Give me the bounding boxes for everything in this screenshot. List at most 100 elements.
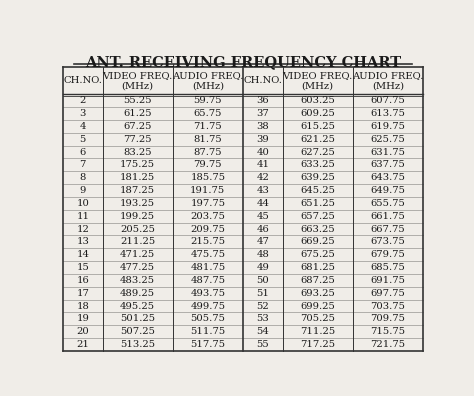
Text: 53: 53: [256, 314, 269, 324]
Text: 18: 18: [76, 301, 89, 310]
Text: 55.25: 55.25: [123, 96, 152, 105]
Text: 505.75: 505.75: [191, 314, 225, 324]
Text: 47: 47: [256, 237, 269, 246]
Text: 79.75: 79.75: [193, 160, 222, 169]
Text: 7: 7: [80, 160, 86, 169]
Text: 15: 15: [76, 263, 89, 272]
Text: 657.25: 657.25: [300, 212, 335, 221]
Text: 633.25: 633.25: [300, 160, 335, 169]
Text: 36: 36: [256, 96, 269, 105]
Text: 3: 3: [80, 109, 86, 118]
Text: 693.25: 693.25: [300, 289, 335, 298]
Text: 50: 50: [256, 276, 269, 285]
Text: 87.75: 87.75: [193, 148, 222, 156]
Text: 21: 21: [76, 340, 89, 349]
Text: 191.75: 191.75: [190, 186, 226, 195]
Text: 83.25: 83.25: [123, 148, 152, 156]
Text: 643.75: 643.75: [370, 173, 405, 182]
Text: 627.25: 627.25: [300, 148, 335, 156]
Text: 65.75: 65.75: [193, 109, 222, 118]
Text: 55: 55: [256, 340, 269, 349]
Text: 2: 2: [80, 96, 86, 105]
Text: 17: 17: [76, 289, 89, 298]
Text: 40: 40: [256, 148, 269, 156]
Text: 203.75: 203.75: [191, 212, 225, 221]
Text: 705.25: 705.25: [300, 314, 335, 324]
Text: 11: 11: [76, 212, 89, 221]
Text: 181.25: 181.25: [120, 173, 155, 182]
Text: 607.75: 607.75: [370, 96, 405, 105]
Text: 487.75: 487.75: [190, 276, 226, 285]
Text: 12: 12: [76, 225, 89, 234]
Text: 81.75: 81.75: [193, 135, 222, 144]
Text: 42: 42: [256, 173, 269, 182]
Text: 37: 37: [256, 109, 269, 118]
Text: 43: 43: [256, 186, 269, 195]
Text: CH.NO.: CH.NO.: [243, 76, 282, 85]
Text: 667.75: 667.75: [371, 225, 405, 234]
Text: 649.75: 649.75: [370, 186, 405, 195]
Text: 477.25: 477.25: [120, 263, 155, 272]
Text: 699.25: 699.25: [300, 301, 335, 310]
Text: 211.25: 211.25: [120, 237, 155, 246]
Text: 613.75: 613.75: [370, 109, 405, 118]
Text: 675.25: 675.25: [300, 250, 335, 259]
Text: 4: 4: [80, 122, 86, 131]
Text: 637.75: 637.75: [370, 160, 405, 169]
Text: 625.75: 625.75: [370, 135, 405, 144]
Text: 493.75: 493.75: [190, 289, 226, 298]
Text: 679.75: 679.75: [370, 250, 405, 259]
Text: 501.25: 501.25: [120, 314, 155, 324]
Text: 603.25: 603.25: [300, 96, 335, 105]
Text: 483.25: 483.25: [120, 276, 155, 285]
Text: 621.25: 621.25: [300, 135, 335, 144]
Text: 54: 54: [256, 327, 269, 336]
Text: 651.25: 651.25: [300, 199, 335, 208]
Text: ANT. RECEIVING FREQUENCY CHART: ANT. RECEIVING FREQUENCY CHART: [85, 55, 401, 69]
Text: 663.25: 663.25: [300, 225, 335, 234]
Text: 19: 19: [76, 314, 89, 324]
Text: 10: 10: [76, 199, 89, 208]
Text: 45: 45: [256, 212, 269, 221]
Text: 175.25: 175.25: [120, 160, 155, 169]
Text: 703.75: 703.75: [370, 301, 405, 310]
Text: 197.75: 197.75: [190, 199, 226, 208]
Text: 619.75: 619.75: [370, 122, 405, 131]
Text: 20: 20: [76, 327, 89, 336]
Text: 495.25: 495.25: [120, 301, 155, 310]
Text: 507.25: 507.25: [120, 327, 155, 336]
Text: 481.75: 481.75: [190, 263, 226, 272]
Text: 41: 41: [256, 160, 269, 169]
Text: 499.75: 499.75: [190, 301, 226, 310]
Text: VIDEO FREQ.
(MHz): VIDEO FREQ. (MHz): [283, 71, 353, 91]
Text: 49: 49: [256, 263, 269, 272]
Text: 14: 14: [76, 250, 89, 259]
Text: 475.75: 475.75: [190, 250, 226, 259]
Text: 489.25: 489.25: [120, 289, 155, 298]
Text: AUDIO FREQ.
(MHz): AUDIO FREQ. (MHz): [352, 71, 423, 91]
Text: 44: 44: [256, 199, 269, 208]
Text: 16: 16: [76, 276, 89, 285]
Text: 655.75: 655.75: [370, 199, 405, 208]
Text: AUDIO FREQ.
(MHz): AUDIO FREQ. (MHz): [172, 71, 244, 91]
Text: 673.75: 673.75: [370, 237, 405, 246]
Text: 38: 38: [256, 122, 269, 131]
Text: CH.NO.: CH.NO.: [64, 76, 102, 85]
Text: 721.75: 721.75: [370, 340, 405, 349]
Text: 717.25: 717.25: [300, 340, 335, 349]
Text: 51: 51: [256, 289, 269, 298]
Text: 39: 39: [256, 135, 269, 144]
Text: 205.25: 205.25: [120, 225, 155, 234]
Text: 709.75: 709.75: [370, 314, 405, 324]
Text: 6: 6: [80, 148, 86, 156]
Text: 52: 52: [256, 301, 269, 310]
Text: 681.25: 681.25: [300, 263, 335, 272]
Text: 9: 9: [80, 186, 86, 195]
Text: 513.25: 513.25: [120, 340, 155, 349]
Text: 193.25: 193.25: [120, 199, 155, 208]
Text: 609.25: 609.25: [300, 109, 335, 118]
Text: 615.25: 615.25: [300, 122, 335, 131]
Text: 685.75: 685.75: [370, 263, 405, 272]
Text: 77.25: 77.25: [123, 135, 152, 144]
Text: 5: 5: [80, 135, 86, 144]
